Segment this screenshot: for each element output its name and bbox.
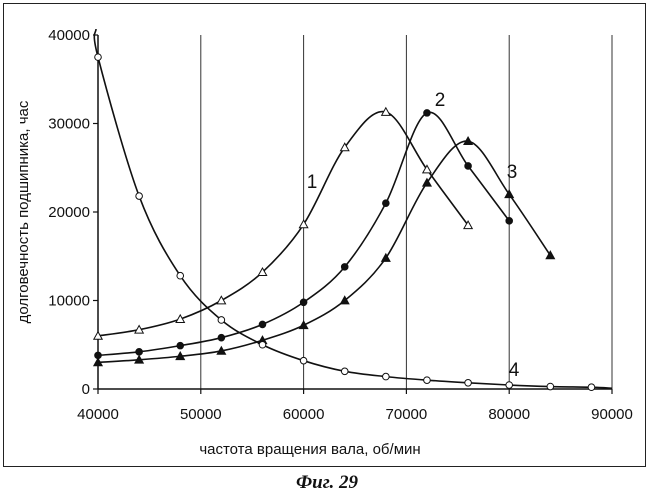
series-line-1 <box>98 112 468 336</box>
series-label-2: 2 <box>435 90 446 111</box>
data-point <box>341 368 348 375</box>
data-point <box>177 272 184 279</box>
x-tick-label: 90000 <box>591 406 633 423</box>
data-point <box>217 296 225 304</box>
data-point <box>300 357 307 364</box>
data-point <box>300 299 307 306</box>
y-tick-label: 0 <box>82 381 90 398</box>
y-tick-label: 20000 <box>48 204 90 221</box>
data-point <box>506 382 513 389</box>
y-tick-label: 10000 <box>48 293 90 310</box>
data-point <box>547 383 554 390</box>
data-point <box>259 341 266 348</box>
series-label-4: 4 <box>509 360 520 381</box>
series-label-3: 3 <box>507 162 518 183</box>
data-point <box>506 218 513 225</box>
data-point <box>136 349 143 356</box>
y-tick-label: 40000 <box>48 27 90 44</box>
data-point <box>383 373 390 380</box>
figure-caption: Фиг. 29 <box>0 472 654 494</box>
data-point <box>95 54 102 61</box>
data-point <box>588 384 595 391</box>
x-axis-label: частота вращения вала, об/мин <box>199 441 420 458</box>
data-point <box>177 342 184 349</box>
data-point <box>299 321 307 329</box>
data-point <box>259 321 266 328</box>
x-tick-label: 80000 <box>488 406 530 423</box>
data-point <box>424 110 431 117</box>
chart-svg: 0 10000 20000 30000 40000 40000 50000 60000 7000… <box>0 0 654 470</box>
data-point <box>465 380 472 387</box>
data-point <box>341 264 348 271</box>
data-point <box>299 220 307 228</box>
x-tick-label: 70000 <box>386 406 428 423</box>
x-tick-label: 60000 <box>283 406 325 423</box>
y-axis-label: долговечность подшипника, час <box>15 100 32 323</box>
data-point <box>424 377 431 384</box>
data-point <box>383 200 390 207</box>
data-point <box>136 193 143 200</box>
data-point <box>218 317 225 324</box>
y-tick-label: 30000 <box>48 116 90 133</box>
series-label-1: 1 <box>307 172 318 193</box>
data-point <box>465 163 472 170</box>
data-point <box>218 334 225 341</box>
x-tick-label: 50000 <box>180 406 222 423</box>
x-tick-label: 40000 <box>77 406 119 423</box>
series-line-4 <box>94 29 612 388</box>
